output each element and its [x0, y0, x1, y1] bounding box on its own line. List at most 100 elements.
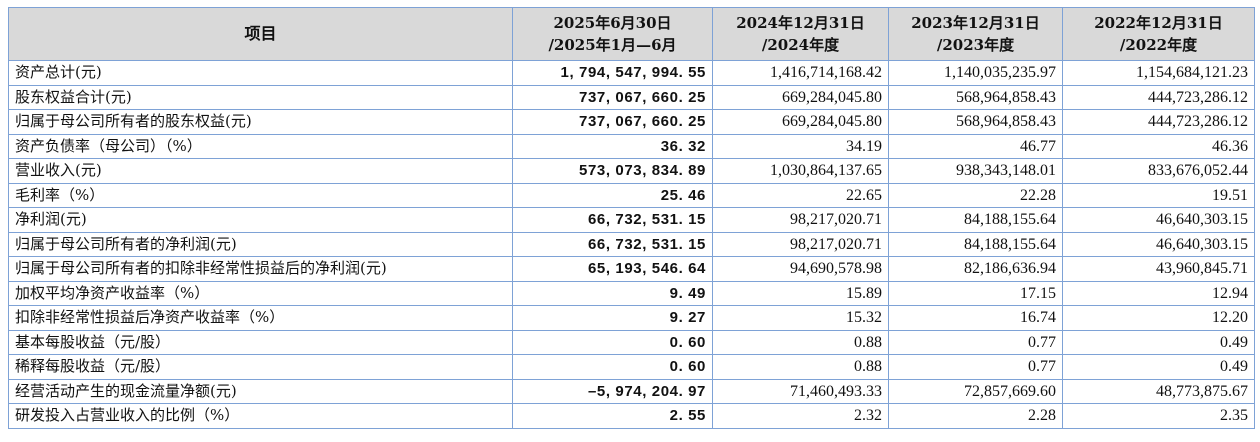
- header-col-2024: 2024年12月31日/2024年度: [712, 7, 889, 61]
- table-row: 稀释每股收益（元/股） 0. 60 0.88 0.77 0.49: [8, 354, 1255, 380]
- cell-value: 12.20: [1062, 305, 1255, 331]
- row-label: 资产总计(元): [8, 60, 513, 86]
- cell-value: 1,140,035,235.97: [888, 60, 1063, 86]
- row-label: 加权平均净资产收益率（%）: [8, 280, 513, 306]
- financial-summary-table: 项目 2025年6月30日/2025年1月—6月 2024年12月31日/202…: [8, 7, 1255, 429]
- cell-value: 43,960,845.71: [1062, 256, 1255, 282]
- cell-value: 0.88: [712, 329, 889, 355]
- row-label: 研发投入占营业收入的比例（%）: [8, 403, 513, 429]
- cell-value: 72,857,669.60: [888, 378, 1063, 404]
- cell-value: 0.49: [1062, 354, 1255, 380]
- cell-value: 98,217,020.71: [712, 231, 889, 257]
- cell-value: 46,640,303.15: [1062, 231, 1255, 257]
- table-row: 股东权益合计(元) 737, 067, 660. 25 669,284,045.80…: [8, 84, 1255, 110]
- cell-value: 71,460,493.33: [712, 378, 889, 404]
- cell-value: 0.77: [888, 329, 1063, 355]
- header-line2: /2025年1月—6月: [548, 36, 677, 54]
- cell-value: 444,723,286.12: [1062, 84, 1255, 110]
- cell-value: 568,964,858.43: [888, 84, 1063, 110]
- table-row: 归属于母公司所有者的扣除非经常性损益后的净利润(元) 65, 193, 546. …: [8, 256, 1255, 282]
- table-row: 毛利率（%） 25. 46 22.65 22.28 19.51: [8, 182, 1255, 208]
- cell-value: 66, 732, 531. 15: [512, 231, 713, 257]
- cell-value: 12.94: [1062, 280, 1255, 306]
- cell-value: 0.77: [888, 354, 1063, 380]
- cell-value: 94,690,578.98: [712, 256, 889, 282]
- cell-value: 2.35: [1062, 403, 1255, 429]
- cell-value: 16.74: [888, 305, 1063, 331]
- row-label: 经营活动产生的现金流量净额(元): [8, 378, 513, 404]
- table-row: 资产负债率（母公司）（%） 36. 32 34.19 46.77 46.36: [8, 133, 1255, 159]
- header-line1: 2025年6月30日: [553, 14, 672, 32]
- table-row: 基本每股收益（元/股） 0. 60 0.88 0.77 0.49: [8, 329, 1255, 355]
- cell-value: 46.36: [1062, 133, 1255, 159]
- cell-value: 669,284,045.80: [712, 84, 889, 110]
- cell-value: 25. 46: [512, 182, 713, 208]
- cell-value: 22.28: [888, 182, 1063, 208]
- cell-value: 46,640,303.15: [1062, 207, 1255, 233]
- cell-value: 2. 55: [512, 403, 713, 429]
- cell-value: 0. 60: [512, 329, 713, 355]
- row-label: 股东权益合计(元): [8, 84, 513, 110]
- cell-value: 444,723,286.12: [1062, 109, 1255, 135]
- cell-value: 15.32: [712, 305, 889, 331]
- cell-value: 0. 60: [512, 354, 713, 380]
- cell-value: 737, 067, 660. 25: [512, 109, 713, 135]
- cell-value: –5, 974, 204. 97: [512, 378, 713, 404]
- cell-value: 48,773,875.67: [1062, 378, 1255, 404]
- cell-value: 84,188,155.64: [888, 207, 1063, 233]
- row-label: 归属于母公司所有者的股东权益(元): [8, 109, 513, 135]
- cell-value: 0.49: [1062, 329, 1255, 355]
- cell-value: 36. 32: [512, 133, 713, 159]
- cell-value: 2.28: [888, 403, 1063, 429]
- table-row: 加权平均净资产收益率（%） 9. 49 15.89 17.15 12.94: [8, 280, 1255, 306]
- cell-value: 98,217,020.71: [712, 207, 889, 233]
- cell-value: 938,343,148.01: [888, 158, 1063, 184]
- cell-value: 46.77: [888, 133, 1063, 159]
- row-label: 资产负债率（母公司）（%）: [8, 133, 513, 159]
- table-row: 归属于母公司所有者的净利润(元) 66, 732, 531. 15 98,217,0…: [8, 231, 1255, 257]
- header-line1: 2023年12月31日: [911, 14, 1040, 32]
- cell-value: 66, 732, 531. 15: [512, 207, 713, 233]
- row-label: 稀释每股收益（元/股）: [8, 354, 513, 380]
- header-line1: 2022年12月31日: [1094, 14, 1223, 32]
- table-row: 研发投入占营业收入的比例（%） 2. 55 2.32 2.28 2.35: [8, 403, 1255, 429]
- row-label: 扣除非经常性损益后净资产收益率（%）: [8, 305, 513, 331]
- table-row: 扣除非经常性损益后净资产收益率（%） 9. 27 15.32 16.74 12.20: [8, 305, 1255, 331]
- cell-value: 833,676,052.44: [1062, 158, 1255, 184]
- row-label: 净利润(元): [8, 207, 513, 233]
- table-row: 资产总计(元) 1, 794, 547, 994. 55 1,416,714,168…: [8, 60, 1255, 86]
- row-label: 毛利率（%）: [8, 182, 513, 208]
- cell-value: 22.65: [712, 182, 889, 208]
- cell-value: 9. 49: [512, 280, 713, 306]
- header-item: 项目: [8, 7, 513, 61]
- cell-value: 17.15: [888, 280, 1063, 306]
- cell-value: 669,284,045.80: [712, 109, 889, 135]
- header-row: 项目 2025年6月30日/2025年1月—6月 2024年12月31日/202…: [8, 7, 1255, 61]
- header-col-2022: 2022年12月31日/2022年度: [1062, 7, 1255, 61]
- header-line2: /2022年度: [1119, 36, 1198, 54]
- table-row: 净利润(元) 66, 732, 531. 15 98,217,020.71 84,18…: [8, 207, 1255, 233]
- cell-value: 34.19: [712, 133, 889, 159]
- cell-value: 0.88: [712, 354, 889, 380]
- cell-value: 1, 794, 547, 994. 55: [512, 60, 713, 86]
- table-row: 经营活动产生的现金流量净额(元) –5, 974, 204. 97 71,460,4…: [8, 378, 1255, 404]
- table-row: 营业收入(元) 573, 073, 834. 89 1,030,864,137.65…: [8, 158, 1255, 184]
- cell-value: 2.32: [712, 403, 889, 429]
- cell-value: 9. 27: [512, 305, 713, 331]
- cell-value: 1,416,714,168.42: [712, 60, 889, 86]
- cell-value: 82,186,636.94: [888, 256, 1063, 282]
- header-line1: 2024年12月31日: [736, 14, 865, 32]
- cell-value: 19.51: [1062, 182, 1255, 208]
- cell-value: 573, 073, 834. 89: [512, 158, 713, 184]
- row-label: 基本每股收益（元/股）: [8, 329, 513, 355]
- header-line2: /2023年度: [936, 36, 1015, 54]
- row-label: 归属于母公司所有者的净利润(元): [8, 231, 513, 257]
- cell-value: 84,188,155.64: [888, 231, 1063, 257]
- cell-value: 1,154,684,121.23: [1062, 60, 1255, 86]
- cell-value: 15.89: [712, 280, 889, 306]
- cell-value: 568,964,858.43: [888, 109, 1063, 135]
- row-label: 营业收入(元): [8, 158, 513, 184]
- cell-value: 737, 067, 660. 25: [512, 84, 713, 110]
- table-row: 归属于母公司所有者的股东权益(元) 737, 067, 660. 25 669,28…: [8, 109, 1255, 135]
- cell-value: 1,030,864,137.65: [712, 158, 889, 184]
